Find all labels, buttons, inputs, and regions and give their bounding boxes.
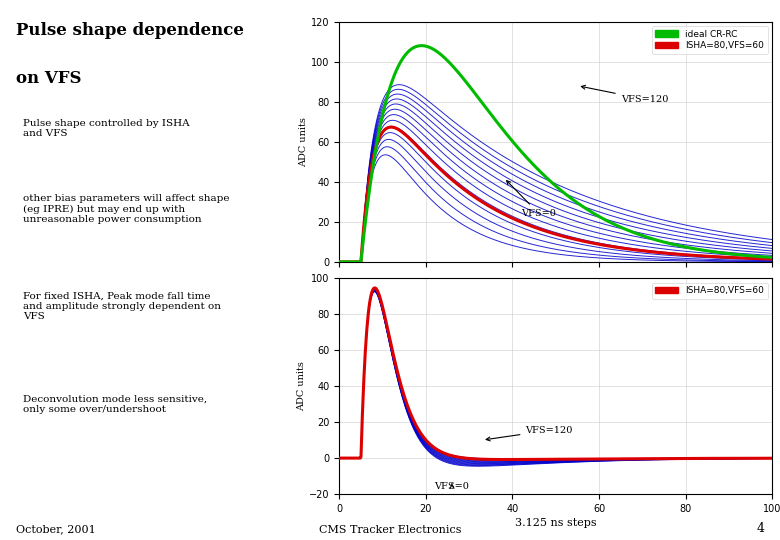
- Legend: ideal CR-RC, ISHA=80,VFS=60: ideal CR-RC, ISHA=80,VFS=60: [652, 26, 768, 54]
- Text: 4: 4: [757, 522, 764, 535]
- Text: VFS=120: VFS=120: [486, 426, 573, 441]
- Text: on VFS: on VFS: [16, 70, 81, 87]
- Text: Deconvolution mode less sensitive,
only some over/undershoot: Deconvolution mode less sensitive, only …: [23, 394, 207, 414]
- Legend: ISHA=80,VFS=60: ISHA=80,VFS=60: [652, 282, 768, 299]
- Text: VFS=0: VFS=0: [434, 482, 470, 491]
- X-axis label: 3.125 ns steps: 3.125 ns steps: [515, 518, 597, 528]
- Text: For fixed ISHA, Peak mode fall time
and amplitude strongly dependent on
VFS: For fixed ISHA, Peak mode fall time and …: [23, 292, 222, 321]
- Text: CMS Tracker Electronics: CMS Tracker Electronics: [319, 524, 461, 535]
- Text: Pulse shape controlled by ISHA
and VFS: Pulse shape controlled by ISHA and VFS: [23, 119, 190, 138]
- Text: October, 2001: October, 2001: [16, 524, 95, 535]
- Y-axis label: ADC units: ADC units: [300, 117, 308, 167]
- Text: Pulse shape dependence: Pulse shape dependence: [16, 22, 243, 38]
- Text: other bias parameters will affect shape
(eg IPRE) but may end up with
unreasonab: other bias parameters will affect shape …: [23, 194, 230, 224]
- Text: VFS=120: VFS=120: [581, 85, 668, 104]
- Text: VFS=0: VFS=0: [507, 181, 556, 218]
- Y-axis label: ADC units: ADC units: [297, 361, 307, 411]
